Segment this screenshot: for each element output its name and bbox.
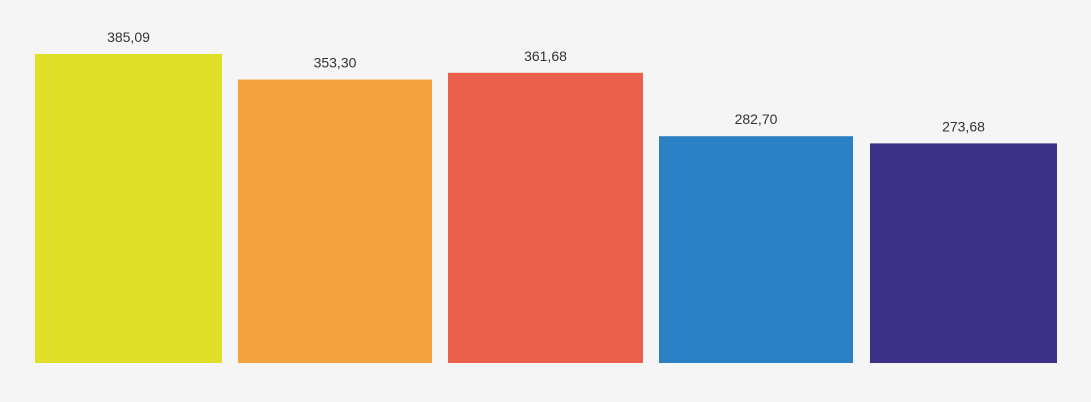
bar-value-label-2: 353,30	[314, 55, 357, 71]
bar-value-label-5: 273,68	[942, 118, 985, 134]
bar-1	[35, 54, 222, 363]
bars-group	[35, 54, 1057, 364]
bar-value-label-3: 361,68	[524, 48, 567, 64]
bar-5	[870, 143, 1057, 363]
bar-2	[238, 79, 432, 363]
bar-value-label-4: 282,70	[735, 111, 778, 127]
value-labels-group: 385,09 353,30 361,68 282,70 273,68	[107, 29, 985, 134]
bar-3	[448, 72, 643, 364]
bar-4	[659, 136, 853, 363]
bar-value-label-1: 385,09	[107, 29, 150, 45]
